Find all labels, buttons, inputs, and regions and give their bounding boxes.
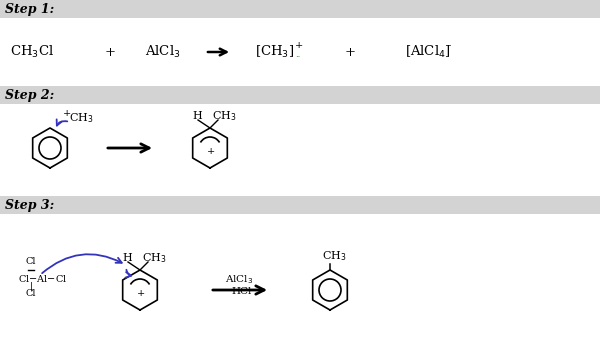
Bar [0, 86, 600, 104]
Text: CH$_3$Cl: CH$_3$Cl [10, 44, 54, 60]
Text: CH$_3$: CH$_3$ [69, 111, 94, 125]
Text: +: + [295, 41, 303, 50]
Text: +: + [137, 289, 145, 298]
Text: ..: .. [295, 51, 300, 59]
Text: Step 1:: Step 1: [5, 3, 54, 15]
Text: |: | [30, 281, 33, 291]
Text: H: H [122, 253, 132, 263]
Text: AlCl$_3$: AlCl$_3$ [225, 274, 253, 287]
Bar [0, 0, 600, 18]
Text: +: + [105, 45, 116, 58]
Text: [CH$_3$]: [CH$_3$] [255, 44, 294, 60]
Bar [0, 196, 600, 214]
Text: CH$_3$: CH$_3$ [322, 249, 347, 263]
Text: [AlCl$_4$]: [AlCl$_4$] [405, 44, 451, 60]
Text: Step 2:: Step 2: [5, 89, 54, 102]
Text: Cl$-$Al$-$Cl: Cl$-$Al$-$Cl [18, 273, 67, 284]
Text: H: H [192, 111, 202, 121]
Text: +: + [345, 45, 356, 58]
Text: Cl: Cl [26, 257, 37, 266]
Text: CH$_3$: CH$_3$ [212, 109, 236, 123]
Text: -: - [448, 41, 451, 50]
Text: +: + [63, 109, 71, 118]
Text: +: + [207, 148, 215, 157]
Text: AlCl$_3$: AlCl$_3$ [145, 44, 181, 60]
Text: Step 3:: Step 3: [5, 198, 54, 211]
Text: HCl: HCl [231, 288, 251, 297]
Text: CH$_3$: CH$_3$ [142, 251, 167, 265]
Text: Cl: Cl [26, 289, 37, 298]
